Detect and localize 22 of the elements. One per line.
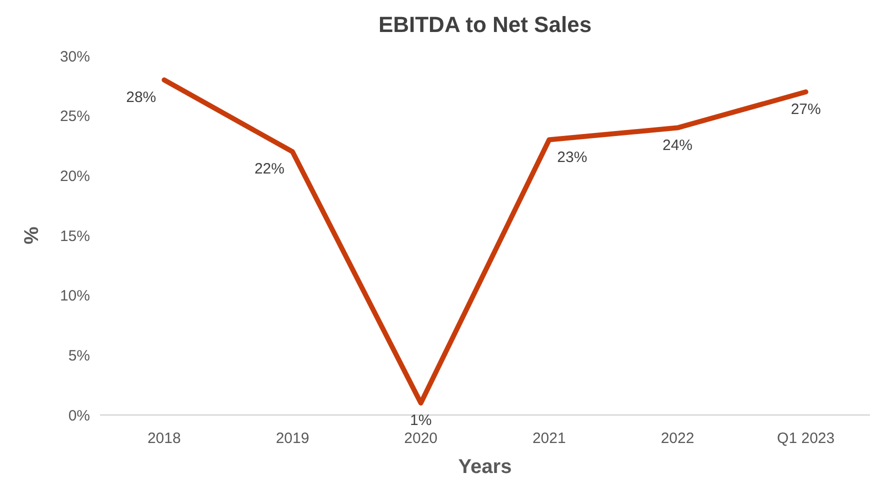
chart-title: EBITDA to Net Sales [378, 12, 592, 37]
data-label: 1% [410, 412, 432, 430]
y-tick-label: 15% [60, 228, 90, 245]
data-label: 24% [662, 136, 693, 154]
data-label: 28% [126, 88, 156, 106]
y-tick-label: 5% [68, 347, 90, 364]
y-tick-label: 25% [60, 108, 90, 126]
y-tick-label: 20% [60, 168, 90, 185]
x-tick-label: 2022 [660, 430, 694, 447]
data-label: 27% [790, 100, 821, 118]
y-tick-label: 0% [68, 407, 90, 424]
x-tick-label: 2021 [532, 430, 566, 447]
x-tick-label: 2019 [276, 430, 310, 447]
x-tick-label: Q1 2023 [777, 430, 835, 447]
y-tick-label: 10% [60, 288, 90, 305]
x-tick-label: 2020 [404, 430, 438, 447]
y-axis-title: % [21, 226, 43, 244]
x-axis-title: Years [458, 456, 512, 478]
data-label: 22% [254, 160, 284, 178]
y-tick-label: 30% [60, 48, 90, 66]
x-tick-label: 2018 [147, 430, 181, 447]
data-label: 23% [557, 148, 588, 166]
